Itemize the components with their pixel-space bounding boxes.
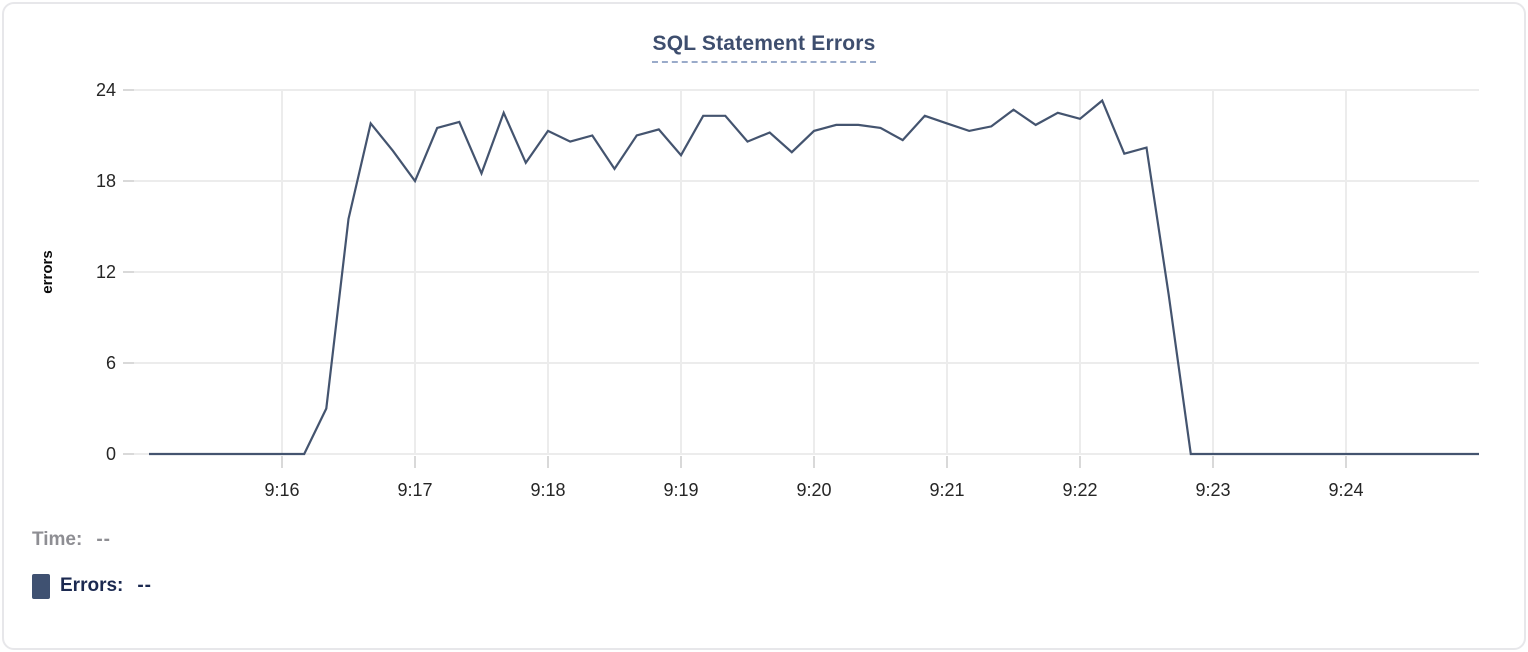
chart-title-text[interactable]: SQL Statement Errors: [652, 32, 876, 63]
time-value: --: [96, 529, 111, 550]
errors-series-swatch: [32, 573, 50, 599]
errors-value: --: [137, 575, 153, 596]
x-tick-label: 9:18: [530, 480, 565, 500]
x-tick-label: 9:24: [1328, 480, 1363, 500]
x-tick-label: 9:19: [663, 480, 698, 500]
y-tick-label: 12: [96, 262, 116, 282]
x-tick-label: 9:23: [1195, 480, 1230, 500]
y-axis-title: errors: [39, 250, 56, 293]
x-tick-label: 9:20: [796, 480, 831, 500]
errors-label: Errors:: [60, 575, 124, 596]
chart-readout: Time: -- Errors: --: [4, 525, 1524, 601]
x-tick-label: 9:17: [397, 480, 432, 500]
errors-series-line[interactable]: [149, 98, 1479, 456]
x-tick-label: 9:21: [929, 480, 964, 500]
y-tick-label: 24: [96, 80, 116, 100]
errors-legend-row[interactable]: Errors: --: [32, 571, 1524, 601]
x-tick-label: 9:16: [264, 480, 299, 500]
y-tick-label: 18: [96, 171, 116, 191]
time-readout-row: Time: --: [32, 525, 1524, 555]
sql-statement-errors-chart[interactable]: SQL Statement Errors 0 6 12 18 24 9:16 9:17 9:1…: [4, 4, 1524, 509]
y-tick-label: 0: [106, 444, 116, 464]
chart-title: SQL Statement Errors: [4, 32, 1524, 63]
y-tick-label: 6: [106, 353, 116, 373]
line-chart-canvas[interactable]: 0 6 12 18 24 9:16 9:17 9:18 9:19 9:20 9:21 9:22 9:23…: [4, 4, 1526, 509]
time-label: Time:: [32, 529, 83, 550]
x-tick-label: 9:22: [1062, 480, 1097, 500]
